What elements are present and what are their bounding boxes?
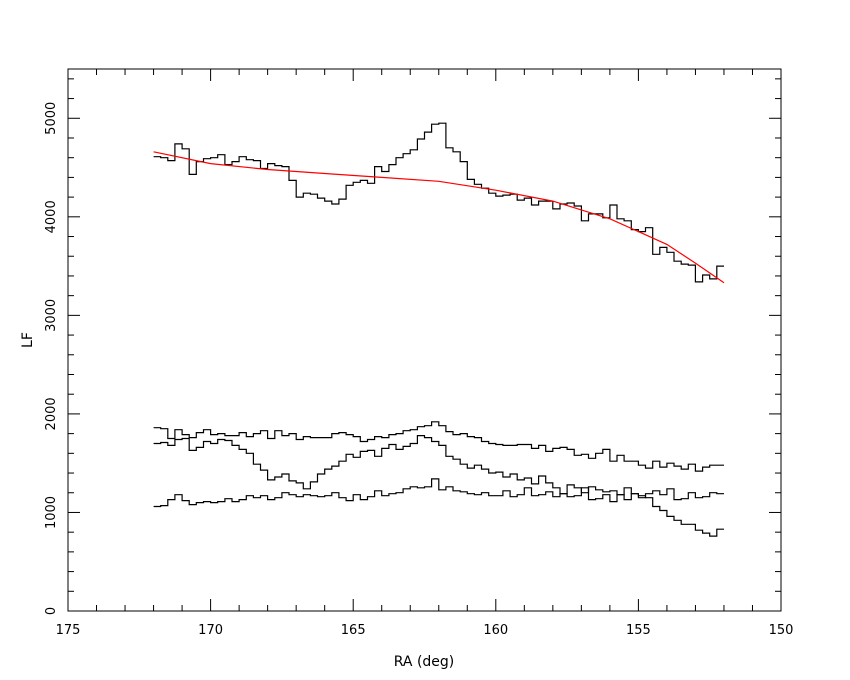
x-axis-label: RA (deg): [394, 654, 455, 670]
x-tick-label: 175: [56, 623, 81, 638]
x-tick-label: 170: [198, 623, 223, 638]
y-tick-label: 1000: [44, 496, 59, 529]
axis-ticks: [67, 69, 782, 612]
x-tick-label: 155: [626, 623, 651, 638]
y-tick-label: 4000: [44, 200, 59, 233]
x-tick-label: 160: [483, 623, 508, 638]
histogram-series-1: [153, 421, 724, 472]
x-tick-label: 165: [341, 623, 366, 638]
y-tick-label: 0: [44, 607, 59, 615]
x-tick-label: 150: [769, 623, 794, 638]
y-axis-label: LF: [20, 332, 36, 348]
histogram-series-0: [153, 122, 724, 283]
tick-labels: 175 170 165 160 155 150 0 1000 2000 3000 4000 5000: [44, 102, 793, 638]
histogram-series-2: [153, 435, 724, 537]
fit-curve: [153, 151, 725, 284]
plot-frame: [67, 68, 782, 612]
histogram-series-3: [153, 478, 724, 508]
y-tick-label: 2000: [44, 397, 59, 430]
data-series: [153, 122, 725, 537]
y-tick-label: 3000: [44, 299, 59, 332]
y-tick-label: 5000: [44, 102, 59, 135]
